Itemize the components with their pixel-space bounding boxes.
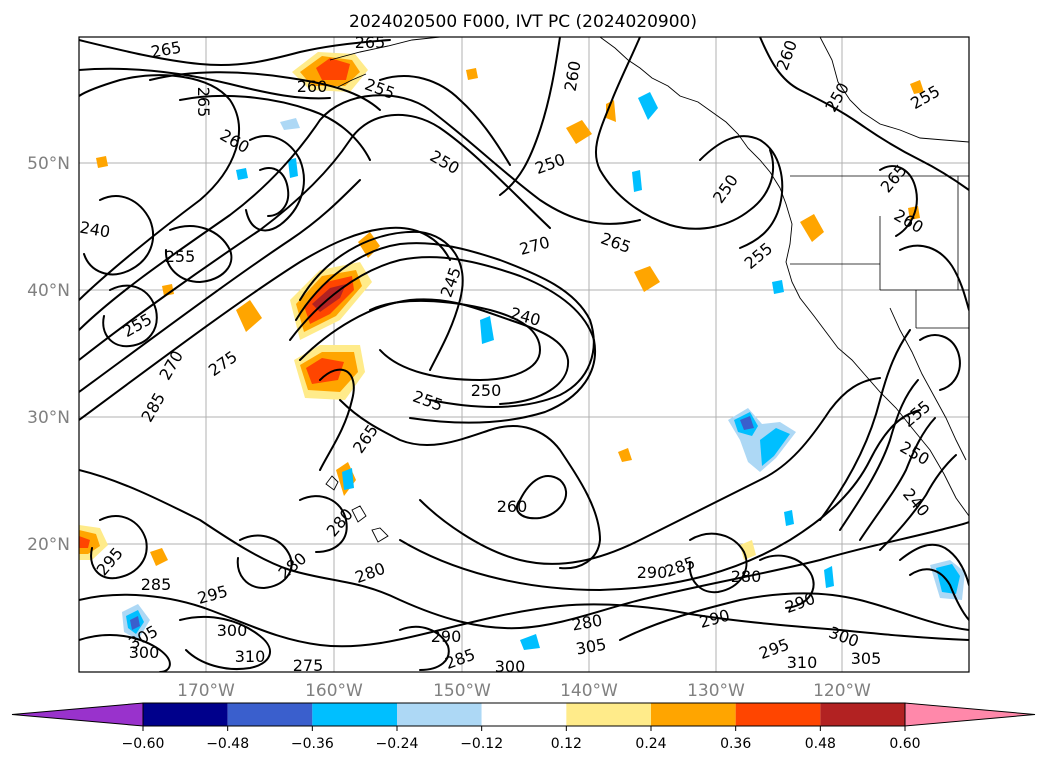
negative-anomaly-patch [930, 560, 965, 600]
colorbar-tick-label: 0.60 [889, 736, 920, 752]
ivt-contours [79, 37, 969, 672]
colorbar-extension-high [904, 702, 1036, 727]
lon-label: 120°W [813, 681, 871, 701]
negative-anomaly-patch [236, 92, 834, 650]
contour-label: 300 [217, 621, 248, 640]
colorbar-segment [820, 703, 905, 726]
map-frame [78, 36, 970, 673]
map-panel: 265 265 255 265 260 250 250 260 260 250 … [78, 33, 970, 676]
contour-label: 260 [297, 77, 328, 96]
colorbar-tick-label: −0.24 [376, 736, 419, 752]
lon-label: 150°W [433, 681, 491, 701]
contour-label: 265 [355, 33, 386, 52]
colorbar-tick-label: 0.36 [720, 736, 751, 752]
lon-label: 130°W [687, 681, 745, 701]
colorbar-segment [397, 703, 482, 726]
colorbar-tick-label: 0.24 [635, 736, 666, 752]
colorbar-tick-label: −0.60 [122, 736, 165, 752]
contour-label: 275 [293, 656, 324, 675]
contour-label: 255 [165, 247, 196, 266]
political-borders [790, 175, 969, 329]
contour-label: 300 [129, 643, 160, 662]
figure-title: 2024020500 F000, IVT PC (2024020900) [349, 12, 697, 32]
colorbar-tick-label: 0.12 [551, 736, 582, 752]
colorbar-segment [143, 703, 228, 726]
colorbar-segment [735, 703, 821, 726]
lat-label: 50°N [27, 154, 70, 174]
positive-anomaly-patch [79, 525, 108, 560]
negative-anomaly-patch [728, 408, 796, 472]
colorbar-outline [142, 702, 906, 727]
colorbar-segment [227, 703, 313, 726]
contour-labels: 265 265 255 265 260 250 250 260 260 250 … [79, 33, 943, 676]
lat-label: 30°N [27, 408, 70, 428]
contour-label: 310 [787, 653, 818, 672]
contour-label: 290 [637, 563, 668, 582]
lat-label: 20°N [27, 535, 70, 555]
contour-label: 250 [471, 381, 502, 400]
lon-label: 160°W [305, 681, 363, 701]
contour-label: 310 [235, 647, 266, 666]
colorbar-segment [651, 703, 736, 726]
contour-label: 260 [497, 497, 528, 516]
negative-anomaly-patch [122, 604, 150, 640]
contour-label: 300 [495, 657, 526, 676]
contour-label: 280 [731, 567, 762, 586]
colorbar-tick-label: −0.36 [291, 736, 334, 752]
colorbar-tick-label: 0.48 [805, 736, 836, 752]
contour-label: 305 [851, 649, 882, 668]
contour-label: 290 [431, 627, 462, 646]
contour-label: 265 [194, 87, 213, 118]
longitude-labels: 170°W 160°W 150°W 140°W 130°W 120°W [177, 681, 871, 701]
contour-label: 285 [141, 575, 172, 594]
lon-label: 140°W [560, 681, 618, 701]
colorbar-segment [312, 703, 397, 726]
colorbar-tick-label: −0.12 [460, 736, 503, 752]
coastlines [325, 37, 969, 543]
colorbar-segment [566, 703, 651, 726]
lon-label: 170°W [177, 681, 235, 701]
colorbar-extension-low [11, 702, 144, 727]
latitude-labels: 50°N 40°N 30°N 20°N [27, 154, 70, 555]
colorbar-segment [481, 703, 567, 726]
colorbar-tick-label: −0.48 [206, 736, 249, 752]
colorbar: −0.60 −0.48 −0.36 −0.24 −0.12 0.12 0.24 0.36 0.4… [11, 702, 1036, 752]
lat-label: 40°N [27, 281, 70, 301]
